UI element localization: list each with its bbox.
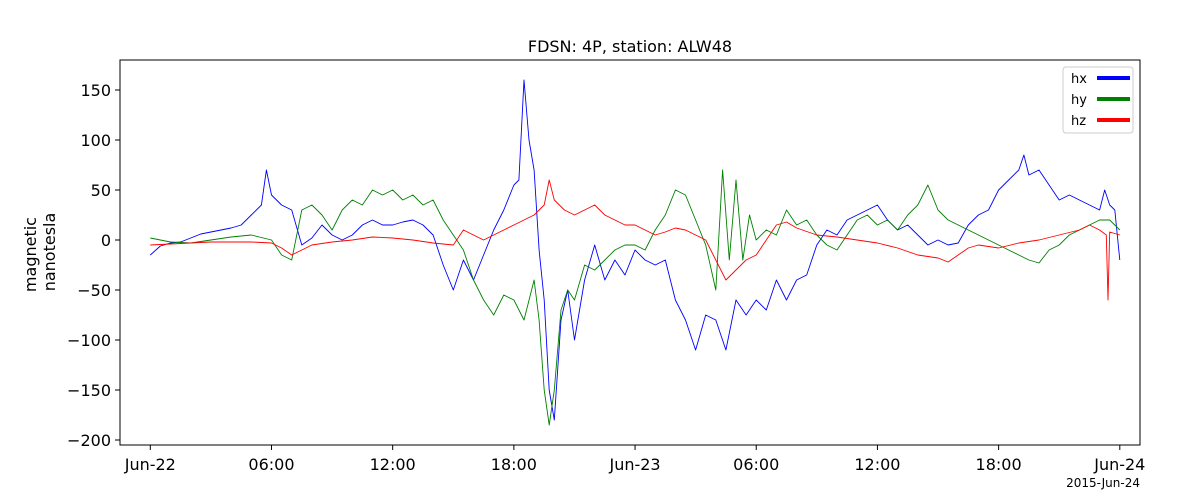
legend: hx hy hz	[1062, 66, 1134, 134]
y-tick-label: −200	[67, 431, 111, 450]
y-axis-label: magnetic nanotesla	[21, 212, 59, 292]
x-axis: Jun-22 06:00 12:00 18:00 Jun-23 06:00 12:00 18:…	[124, 445, 1145, 474]
y-axis-label-line-1: magnetic	[21, 217, 40, 292]
series-layer	[150, 79, 1121, 426]
y-tick-label: 150	[80, 81, 111, 100]
x-tick-label: 18:00	[491, 455, 537, 474]
y-tick-label: −150	[67, 381, 111, 400]
x-tick-label: 18:00	[976, 455, 1022, 474]
y-tick-label: −100	[67, 331, 111, 350]
x-tick-label: 06:00	[248, 455, 294, 474]
legend-label-hy: hy	[1071, 93, 1087, 108]
chart-title: FDSN: 4P, station: ALW48	[528, 37, 732, 56]
x-tick-label: Jun-22	[124, 455, 176, 474]
y-tick-label: −50	[77, 281, 111, 300]
axes-frame	[119, 59, 1141, 446]
y-axis: 150 100 50 0 −50 −100 −150 −200	[67, 81, 120, 450]
legend-label-hz: hz	[1071, 114, 1086, 129]
x-tick-label: Jun-24	[1093, 455, 1145, 474]
legend-label-hx: hx	[1071, 72, 1087, 87]
series-line-hx	[150, 79, 1121, 421]
y-axis-label-line-2: nanotesla	[40, 213, 59, 292]
x-axis-offset-label: 2015-Jun-24	[1066, 476, 1140, 490]
x-tick-label: 06:00	[733, 455, 779, 474]
series-line-hz	[150, 179, 1120, 301]
y-tick-label: 0	[101, 231, 111, 250]
plot-area: Jun-22 06:00 12:00 18:00 Jun-23 06:00 12:00 18:…	[67, 59, 1145, 474]
x-tick-label: 12:00	[854, 455, 900, 474]
series-line-hy	[150, 169, 1121, 426]
y-tick-label: 50	[91, 181, 111, 200]
x-tick-label: 12:00	[370, 455, 416, 474]
y-tick-label: 100	[80, 131, 111, 150]
x-tick-label: Jun-23	[608, 455, 660, 474]
